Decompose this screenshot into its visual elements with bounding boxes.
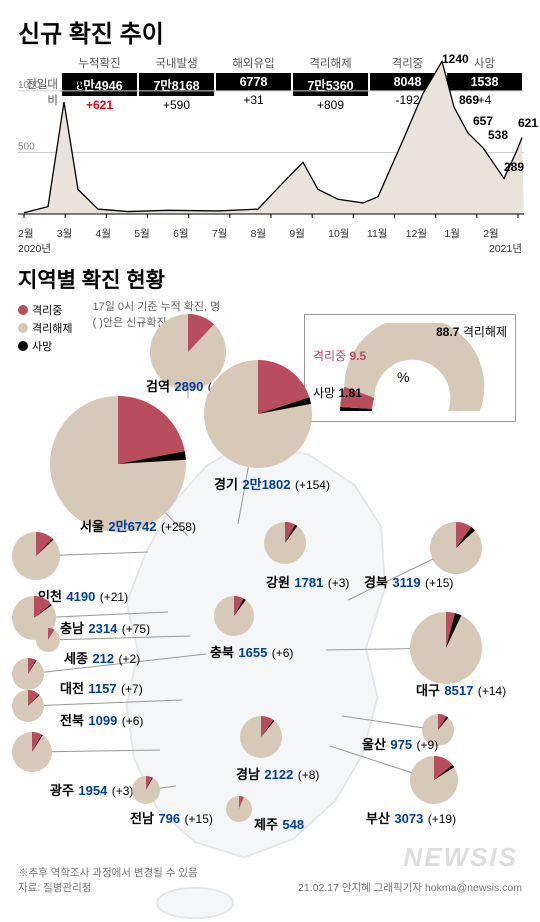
trend-peak-289: 289 <box>504 160 524 174</box>
svg-text:500: 500 <box>18 141 35 152</box>
region-label-세종: 세종 212 (+2) <box>64 648 140 668</box>
region-label-경북: 경북 3119 (+15) <box>364 572 453 592</box>
trend-xaxis: 2월3월4월5월6월7월8월9월10월11월12월1월2월 <box>18 226 522 241</box>
trend-year-right: 2021년 <box>489 241 522 256</box>
credit-date: 21.02.17 <box>298 882 339 894</box>
region-label-제주: 제주 548 <box>254 814 304 834</box>
region-label-대전: 대전 1157 (+7) <box>60 678 143 698</box>
credit-name: 안지혜 그래픽기자 <box>342 882 422 894</box>
region-label-울산: 울산 975 (+9) <box>362 734 438 754</box>
credit-mail: hokma@newsis.com <box>425 882 522 894</box>
section2-title: 지역별 확진 현황 <box>18 264 522 294</box>
region-pie-제주 <box>226 796 252 827</box>
region-label-광주: 광주 1954 (+3) <box>50 780 133 800</box>
trend-peak-869: 869 <box>459 93 479 107</box>
trend-peak-538: 538 <box>488 128 508 142</box>
region-pie-대구 <box>410 612 482 689</box>
region-label-경남: 경남 2122 (+8) <box>236 764 319 784</box>
region-label-전남: 전남 796 (+15) <box>130 808 213 828</box>
page-title: 신규 확진 추이 <box>18 14 522 49</box>
region-pie-경기 <box>204 360 312 473</box>
region-label-경기: 경기 2만1802 (+154) <box>214 474 330 494</box>
trend-peak-1240: 1240 <box>442 52 469 66</box>
region-label-대구: 대구 8517 (+14) <box>416 680 506 700</box>
region-label-전북: 전북 1099 (+6) <box>60 710 143 730</box>
region-pie-광주 <box>12 732 52 777</box>
region-map: 검역 2890 (+6) 경기 2만1802 (+154) 서울 2만6742 … <box>18 316 522 866</box>
region-label-강원: 강원 1781 (+3) <box>266 572 349 592</box>
region-pie-세종 <box>36 628 60 657</box>
region-label-충북: 충북 1655 (+6) <box>210 642 293 662</box>
region-pie-강원 <box>264 522 306 569</box>
trend-peak-909: 909 <box>64 78 84 92</box>
region-pie-경남 <box>240 716 282 763</box>
source: 자료: 질병관리청 <box>18 880 198 895</box>
svg-text:1000: 1000 <box>18 80 41 91</box>
region-pie-부산 <box>410 756 458 809</box>
region-pie-충북 <box>214 596 254 641</box>
region-pie-경북 <box>430 522 482 579</box>
section2-sub1: 17일 0시 기준 누적 확진, 명 <box>92 298 220 314</box>
region-pie-인천 <box>12 532 60 585</box>
region-label-서울: 서울 2만6742 (+258) <box>80 516 196 536</box>
region-pie-전북 <box>12 690 44 727</box>
region-label-충남: 충남 2314 (+75) <box>60 618 150 638</box>
trend-year-left: 2020년 <box>18 241 489 256</box>
trend-chart: 500 1000 9091240869657538289621 <box>18 48 522 224</box>
trend-peak-657: 657 <box>473 114 493 128</box>
footnote: ※추후 역학조사 과정에서 변경될 수 있음 <box>18 865 198 880</box>
region-pie-전남 <box>132 776 160 809</box>
trend-peak-621: 621 <box>518 116 538 130</box>
region-label-부산: 부산 3073 (+19) <box>366 808 456 828</box>
